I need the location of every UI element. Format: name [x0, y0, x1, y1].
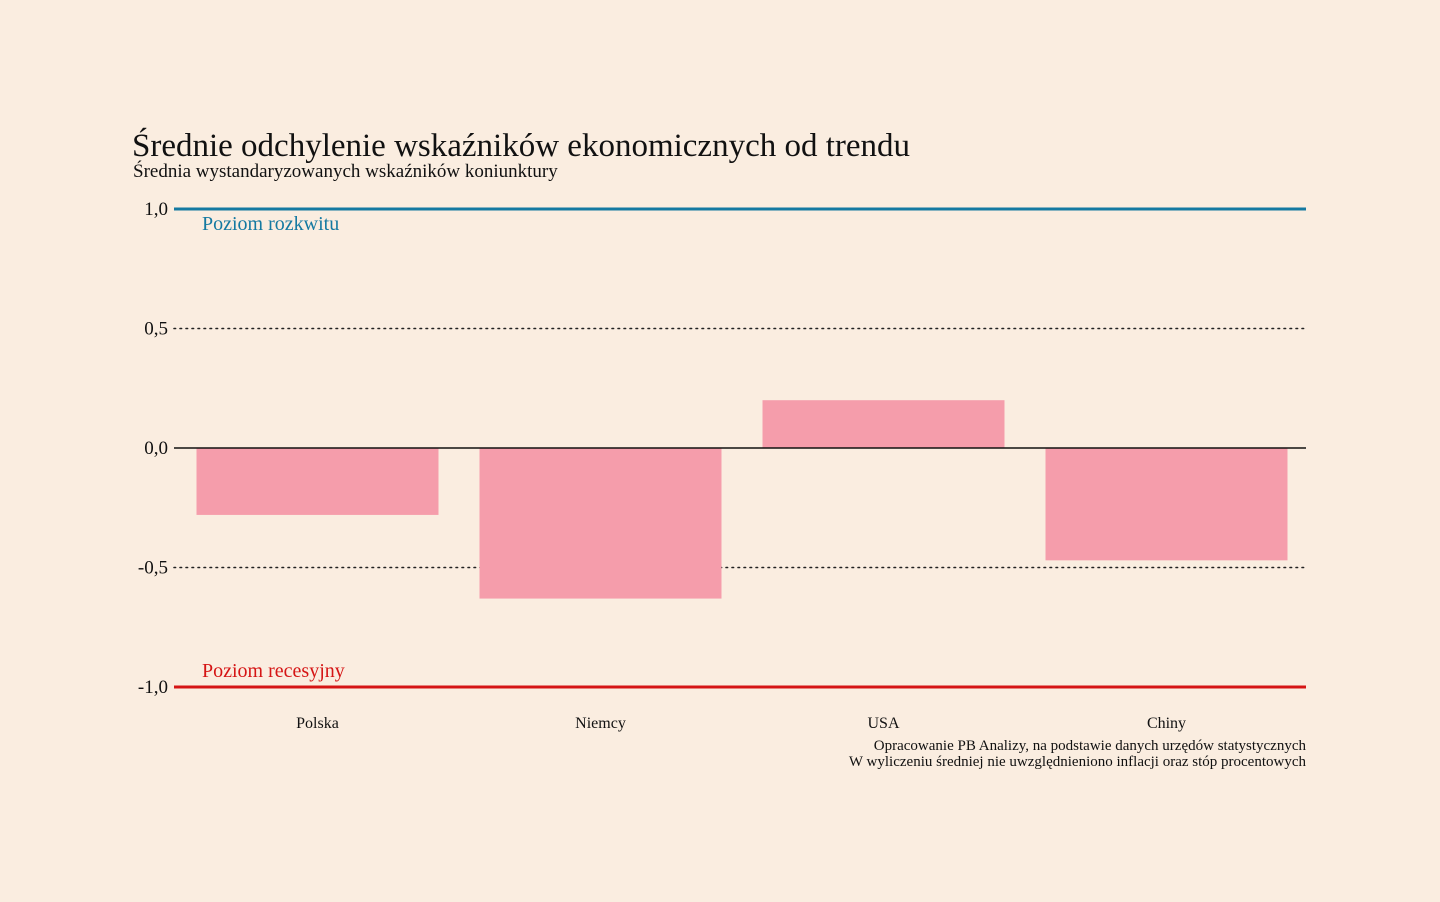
bar-chiny — [1045, 448, 1288, 561]
gridlines — [173, 327, 1307, 569]
bars — [174, 400, 1306, 599]
source-note: Opracowanie PB Analizy, na podstawie dan… — [874, 738, 1307, 754]
bar-polska — [196, 448, 439, 515]
x-axis-ticks: Polska Niemcy USA Chiny — [296, 715, 1186, 732]
y-tick-label: -0,5 — [138, 558, 168, 579]
bar-niemcy — [479, 448, 722, 599]
y-axis-ticks: 1,0 0,5 0,0 -0,5 -1,0 — [138, 199, 168, 698]
chart-title: Średnie odchylenie wskaźników ekonomiczn… — [132, 126, 910, 164]
reference-lines: Poziom rozkwitu Poziom recesyjny — [174, 207, 1306, 689]
method-note: W wyliczeniu średniej nie uwzględnienion… — [849, 754, 1307, 770]
x-tick-label: Chiny — [1147, 715, 1186, 732]
x-tick-label: Niemcy — [575, 715, 626, 732]
boom-level-label: Poziom rozkwitu — [202, 213, 339, 235]
bar-usa — [762, 400, 1005, 448]
y-tick-label: 0,0 — [144, 438, 168, 459]
y-tick-label: 0,5 — [144, 319, 168, 340]
recession-level-label: Poziom recesyjny — [202, 660, 345, 682]
x-tick-label: Polska — [296, 715, 339, 732]
y-tick-label: 1,0 — [144, 199, 168, 220]
x-tick-label: USA — [867, 715, 899, 732]
y-tick-label: -1,0 — [138, 677, 168, 698]
chart-subtitle: Średnia wystandaryzowanych wskaźników ko… — [133, 160, 558, 182]
